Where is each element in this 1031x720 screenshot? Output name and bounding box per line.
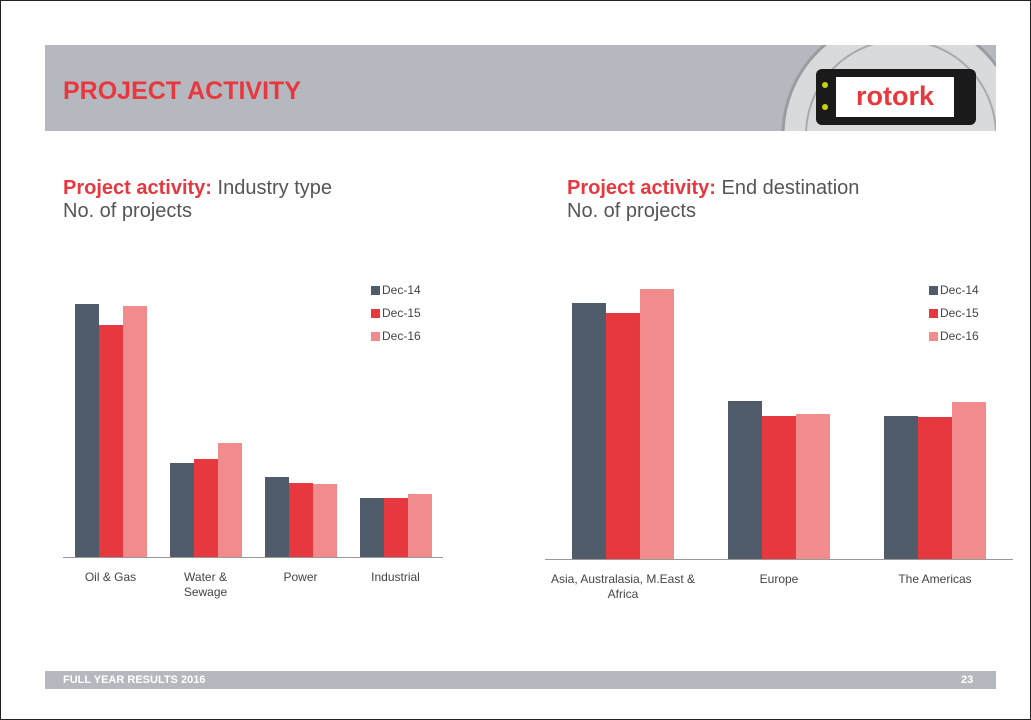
legend-swatch — [929, 331, 938, 341]
legend-swatch — [371, 285, 380, 295]
bar — [383, 498, 408, 557]
bar — [952, 402, 986, 559]
legend-swatch — [929, 285, 938, 295]
legend-label: Dec-15 — [940, 306, 979, 320]
page-number: 23 — [961, 674, 974, 686]
chart-title-text: End destination — [721, 177, 860, 199]
x-tick-label: The Americas — [898, 572, 972, 586]
legend-label: Dec-15 — [382, 306, 421, 320]
bar — [606, 313, 640, 559]
chart-title: Project activity: End destination No. of … — [567, 177, 859, 223]
bar — [796, 414, 830, 559]
x-tick-label: Asia, Australasia, M.East & Africa — [550, 572, 696, 601]
legend-swatch — [929, 308, 938, 318]
slide-title: PROJECT ACTIVITY — [63, 77, 301, 105]
chart-title-lead: Project activity: — [63, 177, 212, 199]
x-axis — [63, 557, 443, 558]
legend-label: Dec-14 — [940, 283, 979, 297]
x-tick-label: Europe — [759, 572, 799, 586]
chart-title-lead: Project activity: — [567, 177, 716, 199]
bar — [572, 303, 606, 559]
bar — [918, 417, 952, 559]
bar — [640, 289, 674, 559]
legend-item: Dec-14 — [929, 283, 979, 297]
logo: rotork — [781, 45, 996, 131]
bar — [193, 459, 218, 557]
x-tick-label: Power — [283, 570, 318, 584]
footer-band — [45, 671, 996, 689]
bar — [217, 443, 242, 557]
bar — [288, 483, 313, 557]
bar — [728, 401, 762, 559]
bar — [359, 498, 384, 557]
legend-item: Dec-15 — [929, 306, 979, 320]
x-tick-label: Industrial — [371, 570, 420, 584]
bar — [407, 494, 432, 557]
legend-swatch — [371, 308, 380, 318]
footer-text: FULL YEAR RESULTS 2016 — [63, 674, 206, 686]
y-axis-label: No. of projects — [63, 200, 192, 222]
bar — [264, 477, 289, 557]
legend-item: Dec-16 — [929, 329, 979, 343]
chart-title-text: Industry type — [217, 177, 333, 199]
chart-title: Project activity: Industry type No. of pr… — [63, 177, 332, 223]
bar — [74, 304, 99, 557]
bar — [762, 416, 796, 559]
legend-swatch — [371, 331, 380, 341]
x-axis — [545, 559, 1013, 560]
bar — [312, 484, 337, 557]
bar — [884, 416, 918, 559]
legend-label: Dec-16 — [940, 329, 979, 343]
legend-item: Dec-15 — [371, 306, 421, 320]
bar — [169, 463, 194, 557]
legend-label: Dec-16 — [382, 329, 421, 343]
y-axis-label: No. of projects — [567, 200, 696, 222]
legend-label: Dec-14 — [382, 283, 421, 297]
legend-item: Dec-16 — [371, 329, 421, 343]
logo-text: rotork — [856, 81, 935, 111]
x-tick-label: Water & Sewage — [183, 570, 228, 599]
x-tick-label: Oil & Gas — [84, 570, 137, 584]
bar — [98, 325, 123, 557]
bar — [122, 306, 147, 557]
legend-item: Dec-14 — [371, 283, 421, 297]
